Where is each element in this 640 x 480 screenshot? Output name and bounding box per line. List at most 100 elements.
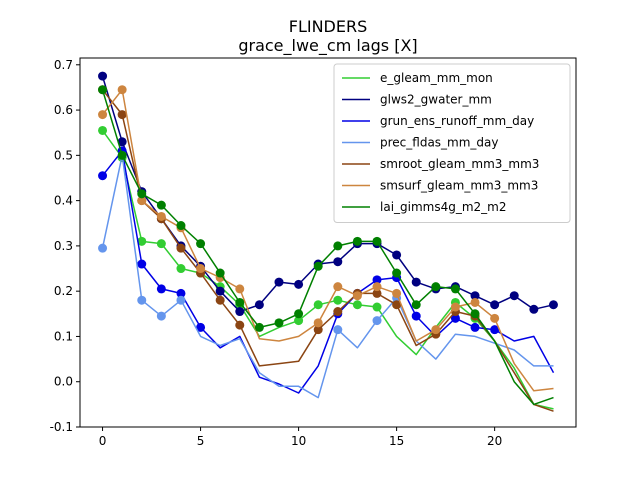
data-point-lai_gimms4g_m2_m2-19	[470, 309, 480, 319]
data-point-smsurf_gleam_mm3_mm3-19	[470, 297, 480, 307]
data-point-smsurf_gleam_mm3_mm3-2	[137, 196, 147, 206]
legend-label-smroot_gleam_mm3_mm3: smroot_gleam_mm3_mm3	[380, 157, 539, 171]
series-line-lai_gimms4g_m2_m2	[101, 89, 554, 406]
data-point-e_gleam_mm_mon-2	[137, 236, 147, 246]
data-point-lai_gimms4g_m2_m2-3	[156, 200, 166, 210]
x-tick-label-0: 0	[99, 434, 107, 448]
data-point-smsurf_gleam_mm3_mm3-12	[333, 282, 343, 292]
data-point-prec_fldas_mm_day-3	[156, 311, 166, 321]
data-point-smsurf_gleam_mm3_mm3-7	[235, 284, 245, 294]
data-point-smroot_gleam_mm3_mm3-14	[372, 288, 382, 298]
data-point-grun_ens_runoff_mm_day-3	[156, 284, 166, 294]
plot-frame	[79, 57, 577, 428]
data-point-grun_ens_runoff_mm_day-20	[490, 325, 500, 335]
data-point-smroot_gleam_mm3_mm3-11	[313, 325, 323, 335]
data-point-smroot_gleam_mm3_mm3-12	[333, 307, 343, 317]
axes-layer: 0 5 10 15 20 -0.1 0.0 0.1 0.2 0.3 0.4 0.5 0.6 0.7	[50, 58, 503, 448]
y-tick-label-0.7: 0.7	[54, 58, 73, 72]
data-point-glws2_gwater_mm-16	[411, 277, 421, 287]
data-point-glws2_gwater_mm-7	[235, 307, 245, 317]
data-point-e_gleam_mm_mon-3	[156, 239, 166, 249]
data-point-smroot_gleam_mm3_mm3-15	[392, 300, 402, 310]
data-point-lai_gimms4g_m2_m2-6	[215, 268, 225, 278]
data-point-lai_gimms4g_m2_m2-12	[333, 241, 343, 251]
data-point-lai_gimms4g_m2_m2-17	[431, 282, 441, 292]
data-point-smsurf_gleam_mm3_mm3-15	[392, 288, 402, 298]
data-point-e_gleam_mm_mon-4	[176, 264, 186, 274]
data-point-prec_fldas_mm_day-2	[137, 295, 147, 305]
data-point-lai_gimms4g_m2_m2-5	[196, 239, 206, 249]
y-tick-label-0.4: 0.4	[54, 194, 73, 208]
data-point-smroot_gleam_mm3_mm3-6	[215, 295, 225, 305]
series-layer	[98, 71, 558, 412]
data-point-e_gleam_mm_mon-12	[333, 295, 343, 305]
data-point-glws2_gwater_mm-15	[392, 250, 402, 260]
data-point-smroot_gleam_mm3_mm3-4	[176, 243, 186, 253]
data-point-glws2_gwater_mm-6	[215, 286, 225, 296]
series-line-e_gleam_mm_mon	[101, 129, 554, 410]
data-point-smsurf_gleam_mm3_mm3-11	[313, 318, 323, 328]
data-point-smsurf_gleam_mm3_mm3-13	[352, 291, 362, 301]
legend-label-grun_ens_runoff_mm_day: grun_ens_runoff_mm_day	[380, 114, 534, 128]
data-point-smroot_gleam_mm3_mm3-1	[117, 110, 127, 120]
data-point-glws2_gwater_mm-10	[294, 279, 304, 289]
data-point-lai_gimms4g_m2_m2-1	[117, 150, 127, 160]
data-point-glws2_gwater_mm-19	[470, 291, 480, 301]
data-point-smroot_gleam_mm3_mm3-7	[235, 320, 245, 330]
y-tick-label-0.2: 0.2	[54, 284, 73, 298]
data-point-e_gleam_mm_mon-11	[313, 300, 323, 310]
data-point-smsurf_gleam_mm3_mm3-5	[196, 264, 206, 274]
data-point-glws2_gwater_mm-20	[490, 300, 500, 310]
data-point-glws2_gwater_mm-22	[529, 304, 539, 314]
chart-title: FLINDERS	[289, 17, 368, 36]
legend-box	[333, 63, 571, 223]
data-point-smsurf_gleam_mm3_mm3-20	[490, 313, 500, 323]
series-line-smroot_gleam_mm3_mm3	[101, 89, 554, 412]
data-point-prec_fldas_mm_day-4	[176, 295, 186, 305]
data-point-smsurf_gleam_mm3_mm3-18	[450, 302, 460, 312]
data-point-glws2_gwater_mm-0	[98, 71, 108, 81]
x-tick-label-10: 10	[291, 434, 306, 448]
data-point-glws2_gwater_mm-12	[333, 257, 343, 267]
data-point-grun_ens_runoff_mm_day-18	[450, 313, 460, 323]
x-tick-label-20: 20	[487, 434, 502, 448]
data-point-lai_gimms4g_m2_m2-10	[294, 309, 304, 319]
legend-label-lai_gimms4g_m2_m2: lai_gimms4g_m2_m2	[380, 200, 507, 214]
data-point-glws2_gwater_mm-8	[254, 300, 264, 310]
data-point-e_gleam_mm_mon-0	[98, 125, 108, 135]
data-point-lai_gimms4g_m2_m2-0	[98, 85, 108, 95]
data-point-e_gleam_mm_mon-14	[372, 302, 382, 312]
data-point-e_gleam_mm_mon-10	[294, 316, 304, 326]
legend: e_gleam_mm_mon glws2_gwater_mm grun_ens_ru…	[333, 63, 571, 223]
x-tick-label-15: 15	[389, 434, 404, 448]
data-point-prec_fldas_mm_day-0	[98, 243, 108, 253]
data-point-grun_ens_runoff_mm_day-19	[470, 322, 480, 332]
legend-label-glws2_gwater_mm: glws2_gwater_mm	[380, 93, 492, 107]
legend-label-e_gleam_mm_mon: e_gleam_mm_mon	[380, 71, 493, 85]
data-point-grun_ens_runoff_mm_day-0	[98, 171, 108, 181]
x-tick-label-5: 5	[197, 434, 205, 448]
data-point-smsurf_gleam_mm3_mm3-1	[117, 85, 127, 95]
data-point-glws2_gwater_mm-21	[509, 291, 519, 301]
data-point-grun_ens_runoff_mm_day-16	[411, 311, 421, 321]
y-tick-label-0: 0.0	[54, 375, 73, 389]
data-point-lai_gimms4g_m2_m2-2	[137, 189, 147, 199]
data-point-grun_ens_runoff_mm_day-14	[372, 275, 382, 285]
legend-label-prec_fldas_mm_day: prec_fldas_mm_day	[380, 136, 499, 150]
y-tick-label-0.1: 0.1	[54, 329, 73, 343]
y-tick-label-0.5: 0.5	[54, 148, 73, 162]
data-point-glws2_gwater_mm-9	[274, 277, 284, 287]
data-point-grun_ens_runoff_mm_day-5	[196, 322, 206, 332]
data-point-prec_fldas_mm_day-12	[333, 325, 343, 335]
data-point-lai_gimms4g_m2_m2-4	[176, 221, 186, 231]
data-point-lai_gimms4g_m2_m2-18	[450, 284, 460, 294]
data-point-glws2_gwater_mm-1	[117, 137, 127, 147]
data-point-lai_gimms4g_m2_m2-16	[411, 300, 421, 310]
y-tick-label-0.6: 0.6	[54, 103, 73, 117]
data-point-smsurf_gleam_mm3_mm3-3	[156, 211, 166, 221]
data-point-lai_gimms4g_m2_m2-8	[254, 322, 264, 332]
data-point-lai_gimms4g_m2_m2-9	[274, 318, 284, 328]
legend-label-smsurf_gleam_mm3_mm3: smsurf_gleam_mm3_mm3	[380, 179, 538, 193]
data-point-smsurf_gleam_mm3_mm3-0	[98, 110, 108, 120]
